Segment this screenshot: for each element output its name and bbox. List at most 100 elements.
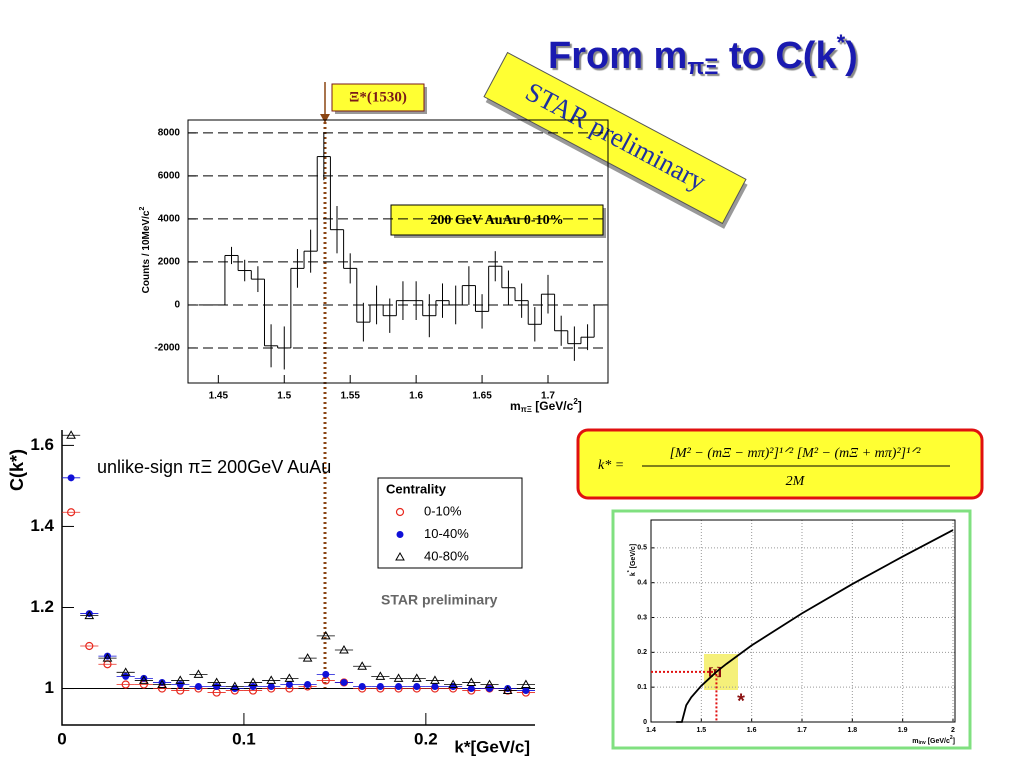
legend-label: 10-40%	[424, 526, 469, 541]
point	[502, 685, 513, 695]
slide-title: From mπΞ to C(k*)	[548, 30, 858, 79]
annotation: STAR preliminary	[381, 592, 498, 608]
x-tick-label: 1.65	[472, 391, 492, 402]
point	[411, 673, 422, 682]
inset-frame	[611, 509, 972, 750]
y-tick-label: 4000	[158, 214, 181, 225]
x-axis-label: minv [GeV/c2]	[912, 735, 955, 746]
y-tick-label: 0.5	[637, 545, 647, 552]
point	[120, 667, 131, 676]
point	[121, 680, 130, 689]
point	[358, 683, 366, 691]
point	[322, 670, 330, 678]
point	[211, 677, 222, 686]
x-tick-label: 1.7	[797, 727, 807, 734]
annotation: *	[737, 690, 745, 712]
y-axis-label: C(k*)	[7, 449, 27, 491]
point	[320, 630, 331, 640]
stamp: STAR preliminary	[483, 51, 748, 229]
y-axis-label: k* [GeV/c]	[627, 544, 637, 576]
x-tick-label: 1.6	[409, 391, 423, 402]
point	[393, 673, 404, 682]
legend-swatch	[396, 531, 404, 538]
point	[467, 685, 475, 693]
y-tick-label: 0.4	[637, 580, 647, 587]
label-part: k	[630, 572, 637, 576]
x-tick-label: 1.55	[340, 391, 360, 402]
point	[84, 610, 95, 620]
axis-line	[61, 430, 535, 726]
annotation: STAR preliminary	[521, 76, 712, 196]
point	[139, 675, 149, 684]
point	[284, 673, 295, 682]
x-tick-label: 1.5	[277, 391, 291, 402]
y-tick-label: 0.1	[637, 684, 647, 691]
formula-numerator: [M² − (mΞ − mπ)²]¹ᐟ² [M² − (mΞ + mπ)²]¹ᐟ…	[670, 446, 922, 461]
y-tick-label: 1	[45, 678, 54, 697]
point	[157, 679, 167, 688]
annotation-box	[331, 83, 425, 112]
y-tick-label: 6000	[158, 171, 181, 182]
label-sub: inv	[919, 740, 926, 746]
point	[430, 675, 440, 684]
label-part: [GeV/c]	[630, 544, 637, 570]
label-sub: πΞ	[521, 405, 532, 414]
legend-box	[377, 477, 523, 569]
legend-swatch	[395, 507, 405, 517]
point	[357, 661, 368, 670]
x-tick-label: 1.6	[747, 727, 757, 734]
point	[486, 685, 494, 693]
y-tick-label: 2000	[158, 257, 181, 268]
label-part: m	[510, 399, 521, 413]
point	[248, 677, 258, 686]
point	[304, 680, 312, 688]
x-tick-label: 1.8	[847, 727, 857, 734]
point	[175, 675, 186, 684]
annotation-box	[483, 51, 747, 225]
title-part: to C(k	[718, 35, 837, 77]
legend-label: 0-10%	[424, 503, 462, 518]
point	[67, 474, 75, 482]
y-tick-label: 0	[643, 719, 647, 726]
y-axis-label: Counts / 10MeV/c2	[139, 207, 152, 294]
point	[376, 683, 384, 691]
legend-title: Centrality	[386, 481, 447, 496]
annotation: unlike-sign πΞ 200GeV AuAu	[97, 457, 331, 477]
arrow-head	[320, 114, 330, 123]
y-tick-label: 0.3	[637, 614, 647, 621]
x-axis-label: k*[GeV/c]	[454, 737, 530, 756]
point	[375, 671, 386, 680]
label-sup: 2	[573, 397, 578, 406]
x-tick-label: 1.9	[898, 727, 908, 734]
point	[484, 679, 495, 688]
point	[85, 641, 94, 651]
annotation: 200 GeV AuAu 0-10%	[430, 213, 563, 228]
annotation: Ξ*(1530)	[349, 89, 407, 105]
point	[122, 672, 130, 680]
plot-frame	[187, 119, 609, 384]
point	[340, 678, 348, 686]
x-tick-label: 0	[57, 729, 66, 748]
point	[66, 508, 76, 517]
x-tick-label: 0.2	[414, 729, 438, 748]
y-tick-label: 1.4	[30, 516, 54, 535]
point	[66, 430, 76, 439]
point	[285, 680, 293, 688]
title-part: From m	[548, 35, 687, 77]
y-tick-label: 1.6	[30, 435, 54, 454]
curve	[676, 529, 954, 723]
label-part: [GeV/c	[532, 399, 574, 413]
point	[448, 679, 458, 688]
plot-frame	[650, 519, 956, 723]
point	[413, 683, 421, 691]
y-tick-label: 8000	[158, 128, 181, 139]
label-part: ]	[953, 738, 955, 745]
point	[194, 683, 202, 691]
label-sup: 2	[139, 207, 146, 211]
x-tick-label: 1.4	[646, 727, 656, 734]
point	[193, 669, 204, 678]
y-tick-label: 1.2	[30, 597, 54, 616]
label-part: [GeV/c	[926, 738, 950, 745]
point	[431, 683, 439, 691]
